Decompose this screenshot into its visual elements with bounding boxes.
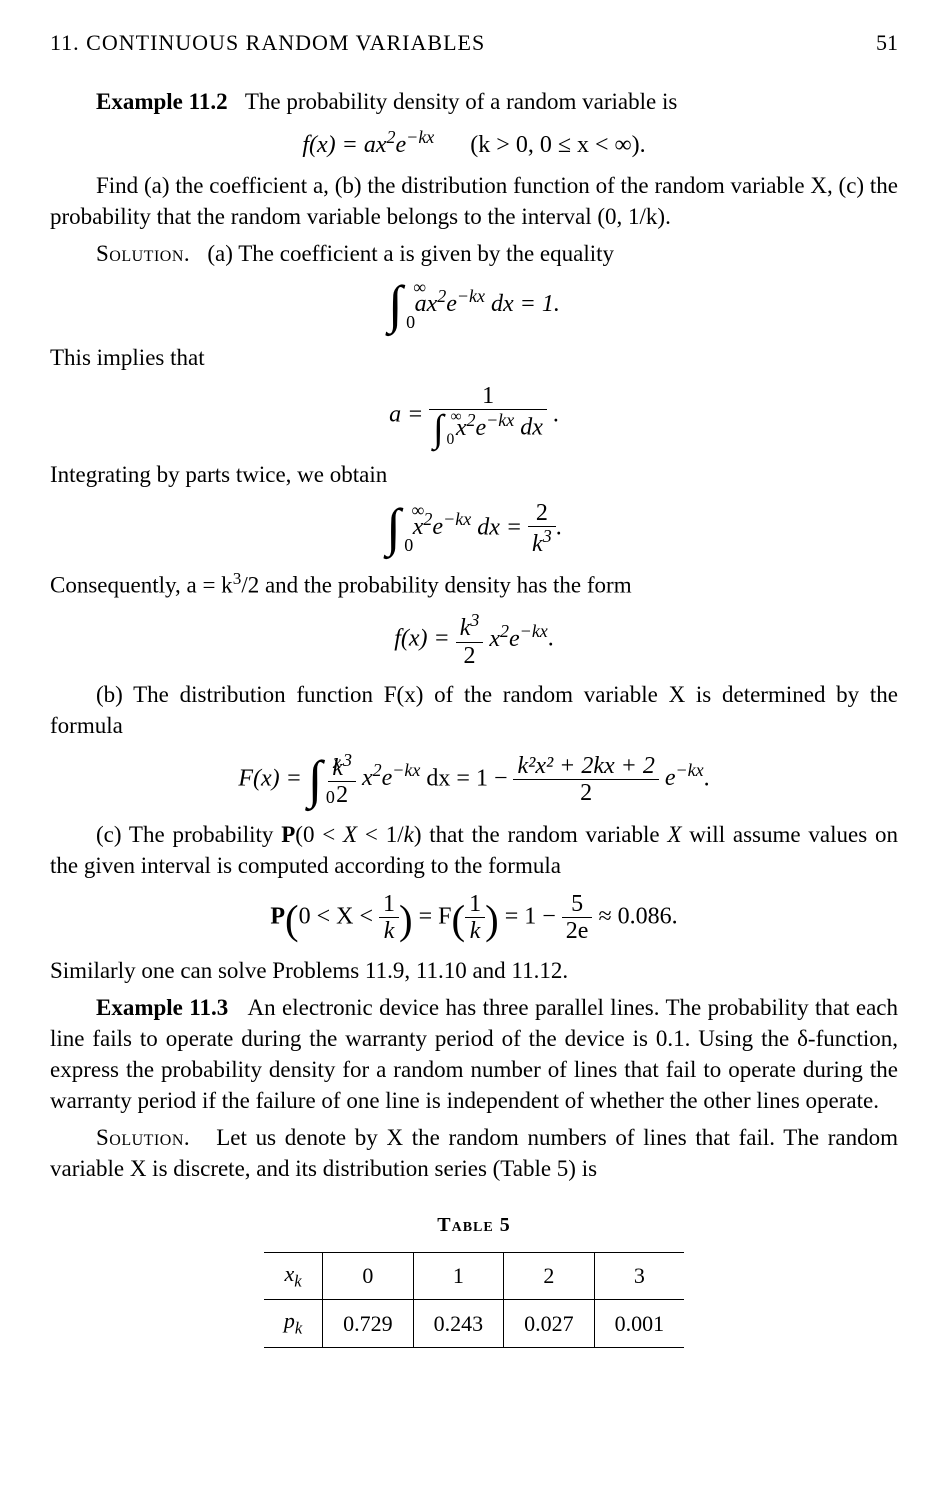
running-head: 11. CONTINUOUS RANDOM VARIABLES	[50, 30, 485, 56]
solution-label: Solution.	[96, 241, 190, 266]
table-row-pk: pk 0.729 0.243 0.027 0.001	[264, 1300, 684, 1347]
eq-a-equals-recip-integral: a = 1 ∫ ∞ 0 x2e−kx dx .	[50, 383, 898, 449]
part-b-text: (b) The distribution function F(x) of th…	[50, 679, 898, 741]
solution-113: Solution. Let us denote by X the random …	[50, 1122, 898, 1184]
solution-label-113: Solution.	[96, 1125, 190, 1150]
eq-fx-final: f(x) = k3 2 x2e−kx.	[50, 611, 898, 669]
similarly-note: Similarly one can solve Problems 11.9, 1…	[50, 955, 898, 986]
part-c-text: (c) The probability P(0 < X < 1/k) that …	[50, 819, 898, 881]
table-5: xk 0 1 2 3 pk 0.729 0.243 0.027 0.001	[264, 1252, 684, 1348]
eq-integral-equals-one: ∫ ∞ 0 ax2e−kx dx = 1.	[50, 279, 898, 332]
example-label: Example 11.2	[96, 89, 228, 114]
integrating-by-parts: Integrating by parts twice, we obtain	[50, 459, 898, 490]
consequently: Consequently, a = k3/2 and the probabili…	[50, 567, 898, 601]
page-number: 51	[876, 30, 898, 56]
eq-Fx: F(x) = ∫ x 0 k3 2 x2e−kx dx = 1 − k²x² +…	[50, 751, 898, 809]
eq-probability: P(0 < X < 1k) = F(1k) = 1 − 52e ≈ 0.086.	[50, 891, 898, 945]
example-11-2-find: Find (a) the coefficient a, (b) the dist…	[50, 170, 898, 232]
table-row-xk: xk 0 1 2 3	[264, 1253, 684, 1300]
eq-integral-value: ∫ ∞ 0 x2e−kx dx = 2 k3 .	[50, 500, 898, 558]
eq-fx-definition: f(x) = ax2e−kx (k > 0, 0 ≤ x < ∞).	[50, 127, 898, 160]
example-11-3: Example 11.3 An electronic device has th…	[50, 992, 898, 1116]
table-5-caption: Table 5	[50, 1214, 898, 1237]
solution-a-lead: Solution. (a) The coefficient a is given…	[50, 238, 898, 269]
example-11-2-lead: Example 11.2 The probability density of …	[50, 86, 898, 117]
this-implies: This implies that	[50, 342, 898, 373]
example-label-113: Example 11.3	[96, 995, 228, 1020]
example-lead-text: The probability density of a random vari…	[245, 89, 677, 114]
